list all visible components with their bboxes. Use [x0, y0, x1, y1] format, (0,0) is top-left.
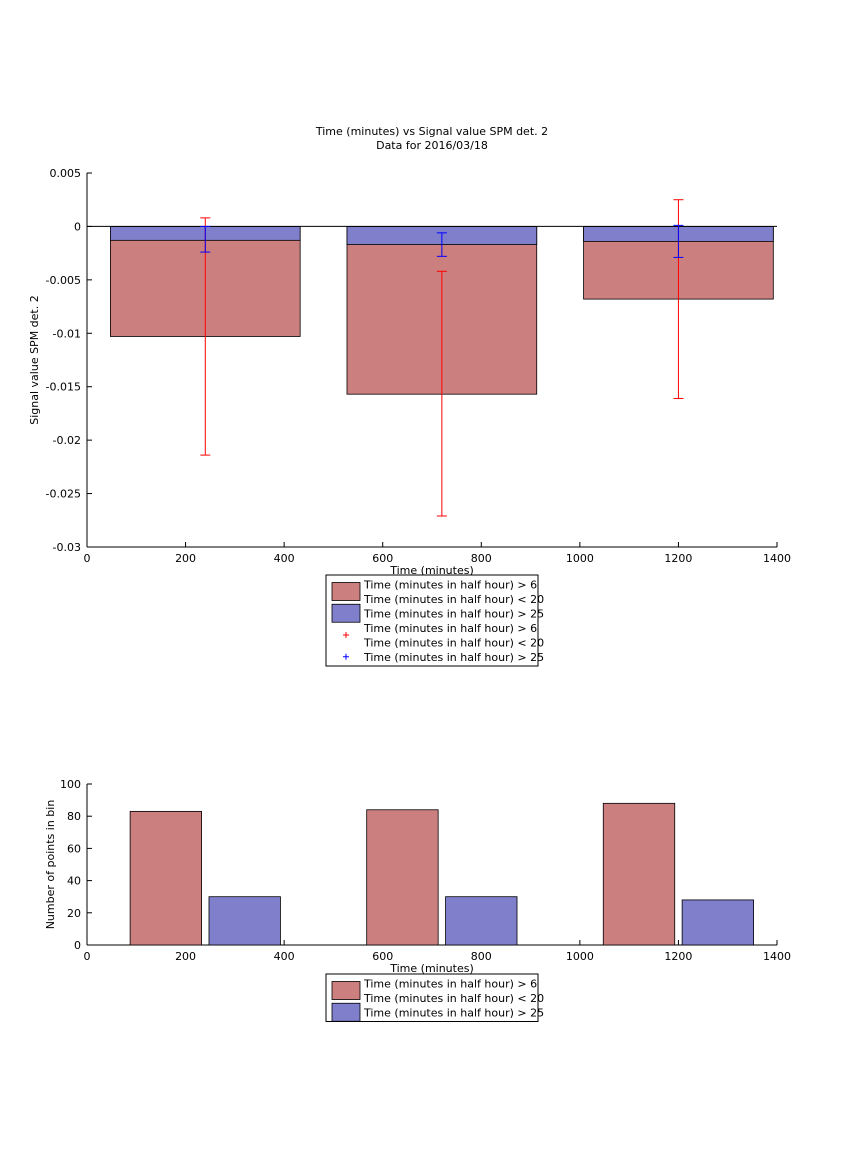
legend-label: Time (minutes in half hour) > 6	[363, 622, 537, 635]
legend-box	[325, 574, 539, 667]
legend-box	[325, 973, 539, 1022]
y-tick-label: 60	[67, 842, 81, 855]
x-tick-label: 200	[175, 552, 196, 565]
legend-swatch-blue	[331, 603, 361, 623]
y-tick-label: -0.03	[53, 541, 81, 554]
y-tick-label: 40	[67, 875, 81, 888]
x-tick-label: 0	[84, 950, 91, 963]
signal-chart: 0 200 400 600 800 1000 1200 1400 0.005 0 -0.005 -0.…	[28, 167, 791, 577]
count-bar-blue	[208, 896, 281, 946]
count-bar-red	[129, 810, 202, 946]
legend-label: Time (minutes in half hour) > 6	[363, 978, 537, 991]
legend-label: Time (minutes in half hour) < 20	[363, 992, 544, 1005]
x-axis-title: Time (minutes)	[389, 962, 474, 975]
x-tick-label: 400	[274, 552, 295, 565]
y-tick-label: 20	[67, 907, 81, 920]
count-bar-red	[602, 802, 676, 946]
x-tick-label: 200	[175, 950, 196, 963]
x-tick-label: 1000	[566, 552, 594, 565]
x-tick-label: 1200	[664, 950, 692, 963]
y-axis-title: Signal value SPM det. 2	[28, 295, 41, 425]
y-tick-label: 0	[74, 220, 81, 233]
legend-label: Time (minutes in half hour) < 20	[363, 637, 544, 650]
x-tick-label: 800	[471, 950, 492, 963]
x-tick-label: 1400	[763, 552, 791, 565]
legend-swatch-red	[331, 582, 361, 601]
chart-subtitle: Data for 2016/03/18	[376, 139, 488, 152]
legend-label: Time (minutes in half hour) > 6	[363, 579, 537, 592]
y-tick-label: 80	[67, 810, 81, 823]
x-axis-title: Time (minutes)	[389, 564, 474, 577]
chart-title: Time (minutes) vs Signal value SPM det. …	[315, 125, 548, 138]
x-tick-label: 1400	[763, 950, 791, 963]
y-axis-title: Number of points in bin	[44, 800, 57, 930]
y-tick-label: -0.005	[46, 274, 81, 287]
x-tick-label: 1000	[566, 950, 594, 963]
legend-label: Time (minutes in half hour) > 25	[363, 651, 544, 664]
x-tick-label: 600	[372, 552, 393, 565]
x-tick-label: 800	[471, 552, 492, 565]
y-tick-label: -0.02	[53, 434, 81, 447]
x-tick-label: 1200	[664, 552, 692, 565]
legend-label: Time (minutes in half hour) > 25	[363, 608, 544, 621]
legend-label: Time (minutes in half hour) < 20	[363, 593, 544, 606]
legend-label: Time (minutes in half hour) > 25	[363, 1007, 544, 1020]
count-bar-red	[366, 809, 439, 946]
legend-swatch-red	[331, 981, 361, 1000]
count-bar-blue	[681, 899, 754, 946]
count-bar-blue	[445, 896, 518, 946]
y-tick-label: -0.01	[53, 327, 81, 340]
count-chart: 0 200 400 600 800 1000 1200 1400 0 20 40 60 80 100 Tim…	[44, 778, 791, 975]
x-tick-label: 400	[274, 950, 295, 963]
y-tick-label: -0.025	[46, 488, 81, 501]
x-tick-label: 600	[372, 950, 393, 963]
legend-swatch-blue	[331, 1002, 361, 1022]
y-tick-label: 0.005	[50, 167, 82, 180]
y-tick-label: 100	[60, 778, 81, 791]
y-tick-label: 0	[74, 939, 81, 952]
x-tick-label: 0	[84, 552, 91, 565]
y-tick-label: -0.015	[46, 381, 81, 394]
